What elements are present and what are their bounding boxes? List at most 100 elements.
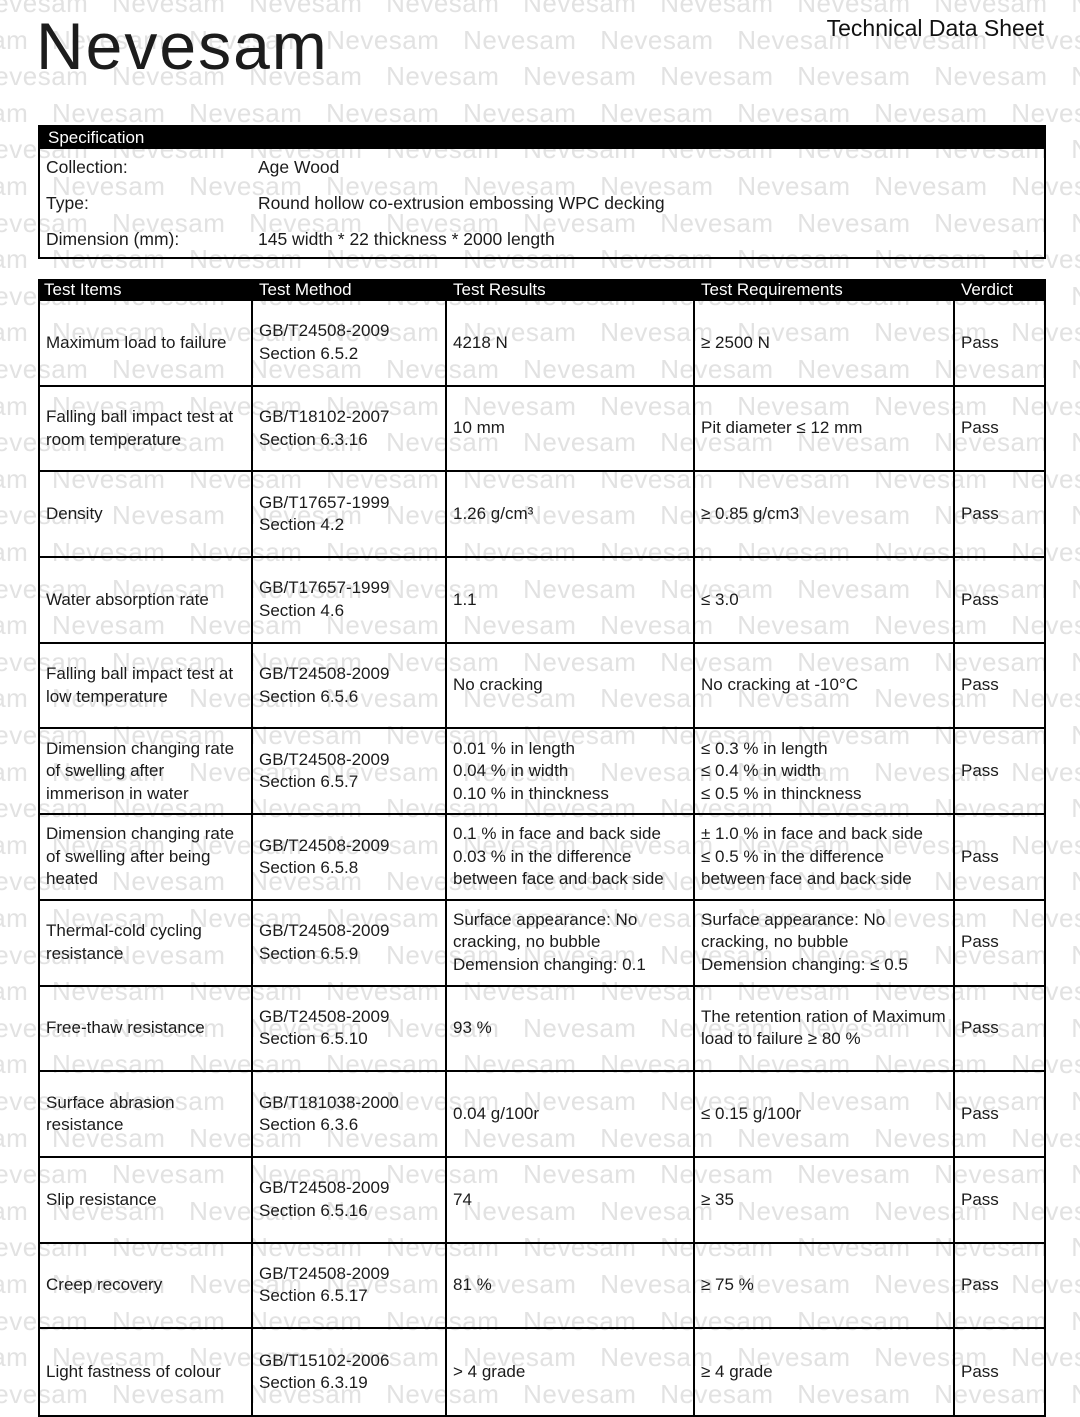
cell-test-item: Density	[40, 472, 253, 559]
cell-verdict: Pass	[955, 815, 1044, 901]
cell-test-method: GB/T24508-2009 Section 6.5.7	[253, 729, 447, 816]
cell-test-result: > 4 grade	[447, 1329, 695, 1415]
cell-test-method: GB/T17657-1999 Section 4.2	[253, 472, 447, 559]
column-header: Test Method	[259, 280, 352, 299]
cell-test-item: Slip resistance	[40, 1157, 253, 1244]
cell-test-result: Surface appearance: No cracking, no bubb…	[447, 900, 695, 987]
cell-test-requirement: ≥ 4 grade	[695, 1329, 955, 1415]
table-row: Creep recovery GB/T24508-2009 Section 6.…	[40, 1243, 1044, 1330]
cell-test-method: GB/T24508-2009 Section 6.5.6	[253, 643, 447, 730]
cell-test-item: Creep recovery	[40, 1243, 253, 1330]
cell-test-item: Water absorption rate	[40, 558, 253, 644]
column-header: Test Items	[44, 280, 122, 299]
table-row: Surface abrasion resistance GB/T181038-2…	[40, 1072, 1044, 1158]
cell-test-item: Thermal-cold cycling resistance	[40, 900, 253, 987]
cell-test-item: Dimension changing rate of swelling afte…	[40, 729, 253, 816]
cell-verdict: Pass	[961, 1361, 999, 1381]
cell-test-item: Falling ball impact test at room tempera…	[40, 386, 253, 473]
cell-test-result: 74	[447, 1157, 695, 1244]
specification-rows: Collection: Age Wood Type: Round hollow …	[40, 149, 1044, 257]
cell-test-requirement: Surface appearance: No cracking, no bubb…	[695, 900, 955, 987]
document-title: Technical Data Sheet	[826, 15, 1044, 41]
spec-label: Collection:	[46, 156, 128, 177]
cell-verdict: Pass	[955, 644, 1044, 730]
specification-heading: Specification	[40, 127, 1044, 149]
table-row: Thermal-cold cycling resistance GB/T2450…	[40, 900, 1044, 987]
table-row: Slip resistance GB/T24508-2009 Section 6…	[40, 1157, 1044, 1244]
cell-test-requirement: ≤ 0.3 % in length ≤ 0.4 % in width ≤ 0.5…	[695, 729, 955, 816]
spec-value: Age Wood	[258, 156, 340, 177]
cell-test-method: GB/T24508-2009 Section 6.5.8	[253, 815, 447, 901]
cell-test-result: 81 %	[447, 1243, 695, 1330]
cell-test-method: GB/T17657-1999 Section 4.6	[253, 558, 447, 644]
cell-verdict: Pass	[955, 558, 1044, 644]
cell-test-result: 0.04 g/100r	[447, 1072, 695, 1158]
spec-row: Type: Round hollow co-extrusion embossin…	[40, 185, 1044, 221]
cell-test-requirement: ≤ 0.15 g/100r	[695, 1072, 955, 1158]
cell-test-result: 4218 N	[447, 301, 695, 387]
table-row: Falling ball impact test at low temperat…	[40, 643, 1044, 730]
spec-label: Type:	[46, 192, 89, 213]
cell-test-result: 1.26 g/cm³	[447, 472, 695, 559]
table-row: Density GB/T17657-1999 Section 4.2 1.26 …	[40, 472, 1044, 559]
cell-test-result: 0.01 % in length 0.04 % in width 0.10 % …	[447, 729, 695, 816]
cell-test-item: Free-thaw resistance	[40, 986, 253, 1073]
cell-test-item: Light fastness of colour	[40, 1329, 253, 1415]
cell-test-method: GB/T24508-2009 Section 6.5.16	[253, 1157, 447, 1244]
test-table: Test Items Test Method Test Results Test…	[38, 279, 1046, 1417]
cell-test-method: GB/T15102-2006 Section 6.3.19	[253, 1329, 447, 1415]
spec-value: Round hollow co-extrusion embossing WPC …	[258, 192, 665, 213]
cell-test-result: No cracking	[447, 643, 695, 730]
specification-section: Specification Collection: Age Wood Type:…	[38, 125, 1046, 259]
cell-verdict: Pass	[955, 729, 1044, 816]
cell-test-requirement: ≥ 75 %	[695, 1243, 955, 1330]
cell-verdict: Pass	[955, 987, 1044, 1073]
cell-test-requirement: ≤ 3.0	[695, 558, 955, 644]
table-row: Falling ball impact test at room tempera…	[40, 386, 1044, 473]
cell-verdict: Pass	[955, 901, 1044, 987]
cell-test-result: 93 %	[447, 986, 695, 1073]
cell-test-item: Maximum load to failure	[40, 301, 253, 387]
column-header: Verdict	[961, 280, 1013, 299]
cell-verdict: Pass	[955, 1072, 1044, 1158]
column-header: Test Results	[453, 280, 546, 299]
cell-test-result: 0.1 % in face and back side 0.03 % in th…	[447, 815, 695, 901]
cell-test-requirement: The retention ration of Maximum load to …	[695, 986, 955, 1073]
cell-test-method: GB/T24508-2009 Section 6.5.2	[253, 301, 447, 387]
table-row: Free-thaw resistance GB/T24508-2009 Sect…	[40, 986, 1044, 1073]
cell-test-requirement: Pit diameter ≤ 12 mm	[695, 386, 955, 473]
spec-row: Collection: Age Wood	[40, 149, 1044, 185]
table-header-row: Test Items Test Method Test Results Test…	[38, 279, 1046, 301]
column-header: Test Requirements	[701, 280, 843, 299]
cell-test-item: Surface abrasion resistance	[40, 1072, 253, 1158]
cell-test-result: 1.1	[447, 558, 695, 644]
table-row: Dimension changing rate of swelling afte…	[40, 815, 1044, 901]
cell-verdict: Pass	[955, 472, 1044, 559]
cell-test-requirement: No cracking at -10°C	[695, 643, 955, 730]
cell-test-method: GB/T24508-2009 Section 6.5.9	[253, 900, 447, 987]
cell-test-requirement: ≥ 35	[695, 1157, 955, 1244]
cell-test-method: GB/T181038-2000 Section 6.3.6	[253, 1072, 447, 1158]
table-row: Dimension changing rate of swelling afte…	[40, 729, 1044, 816]
cell-verdict: Pass	[955, 387, 1044, 473]
table-row: Maximum load to failure GB/T24508-2009 S…	[40, 301, 1044, 387]
cell-test-requirement: ≥ 0.85 g/cm3	[695, 472, 955, 559]
table-row: Light fastness of colour GB/T15102-2006 …	[40, 1329, 1044, 1415]
cell-verdict: Pass	[955, 1158, 1044, 1244]
spec-value: 145 width * 22 thickness * 2000 length	[258, 228, 555, 249]
brand-logo: Nevesam	[36, 9, 329, 83]
table-body: Maximum load to failure GB/T24508-2009 S…	[38, 301, 1046, 1417]
cell-test-method: GB/T24508-2009 Section 6.5.10	[253, 986, 447, 1073]
cell-test-item: Falling ball impact test at low temperat…	[40, 643, 253, 730]
cell-verdict: Pass	[955, 1244, 1044, 1330]
cell-test-requirement: ± 1.0 % in face and back side ≤ 0.5 % in…	[695, 815, 955, 901]
cell-test-method: GB/T18102-2007 Section 6.3.16	[253, 386, 447, 473]
spec-label: Dimension (mm):	[46, 228, 180, 249]
cell-test-requirement: ≥ 2500 N	[695, 301, 955, 387]
cell-test-method: GB/T24508-2009 Section 6.5.17	[253, 1243, 447, 1330]
cell-test-item: Dimension changing rate of swelling afte…	[40, 815, 253, 901]
table-row: Water absorption rate GB/T17657-1999 Sec…	[40, 558, 1044, 644]
spec-row: Dimension (mm): 145 width * 22 thickness…	[40, 221, 1044, 257]
cell-test-result: 10 mm	[447, 386, 695, 473]
